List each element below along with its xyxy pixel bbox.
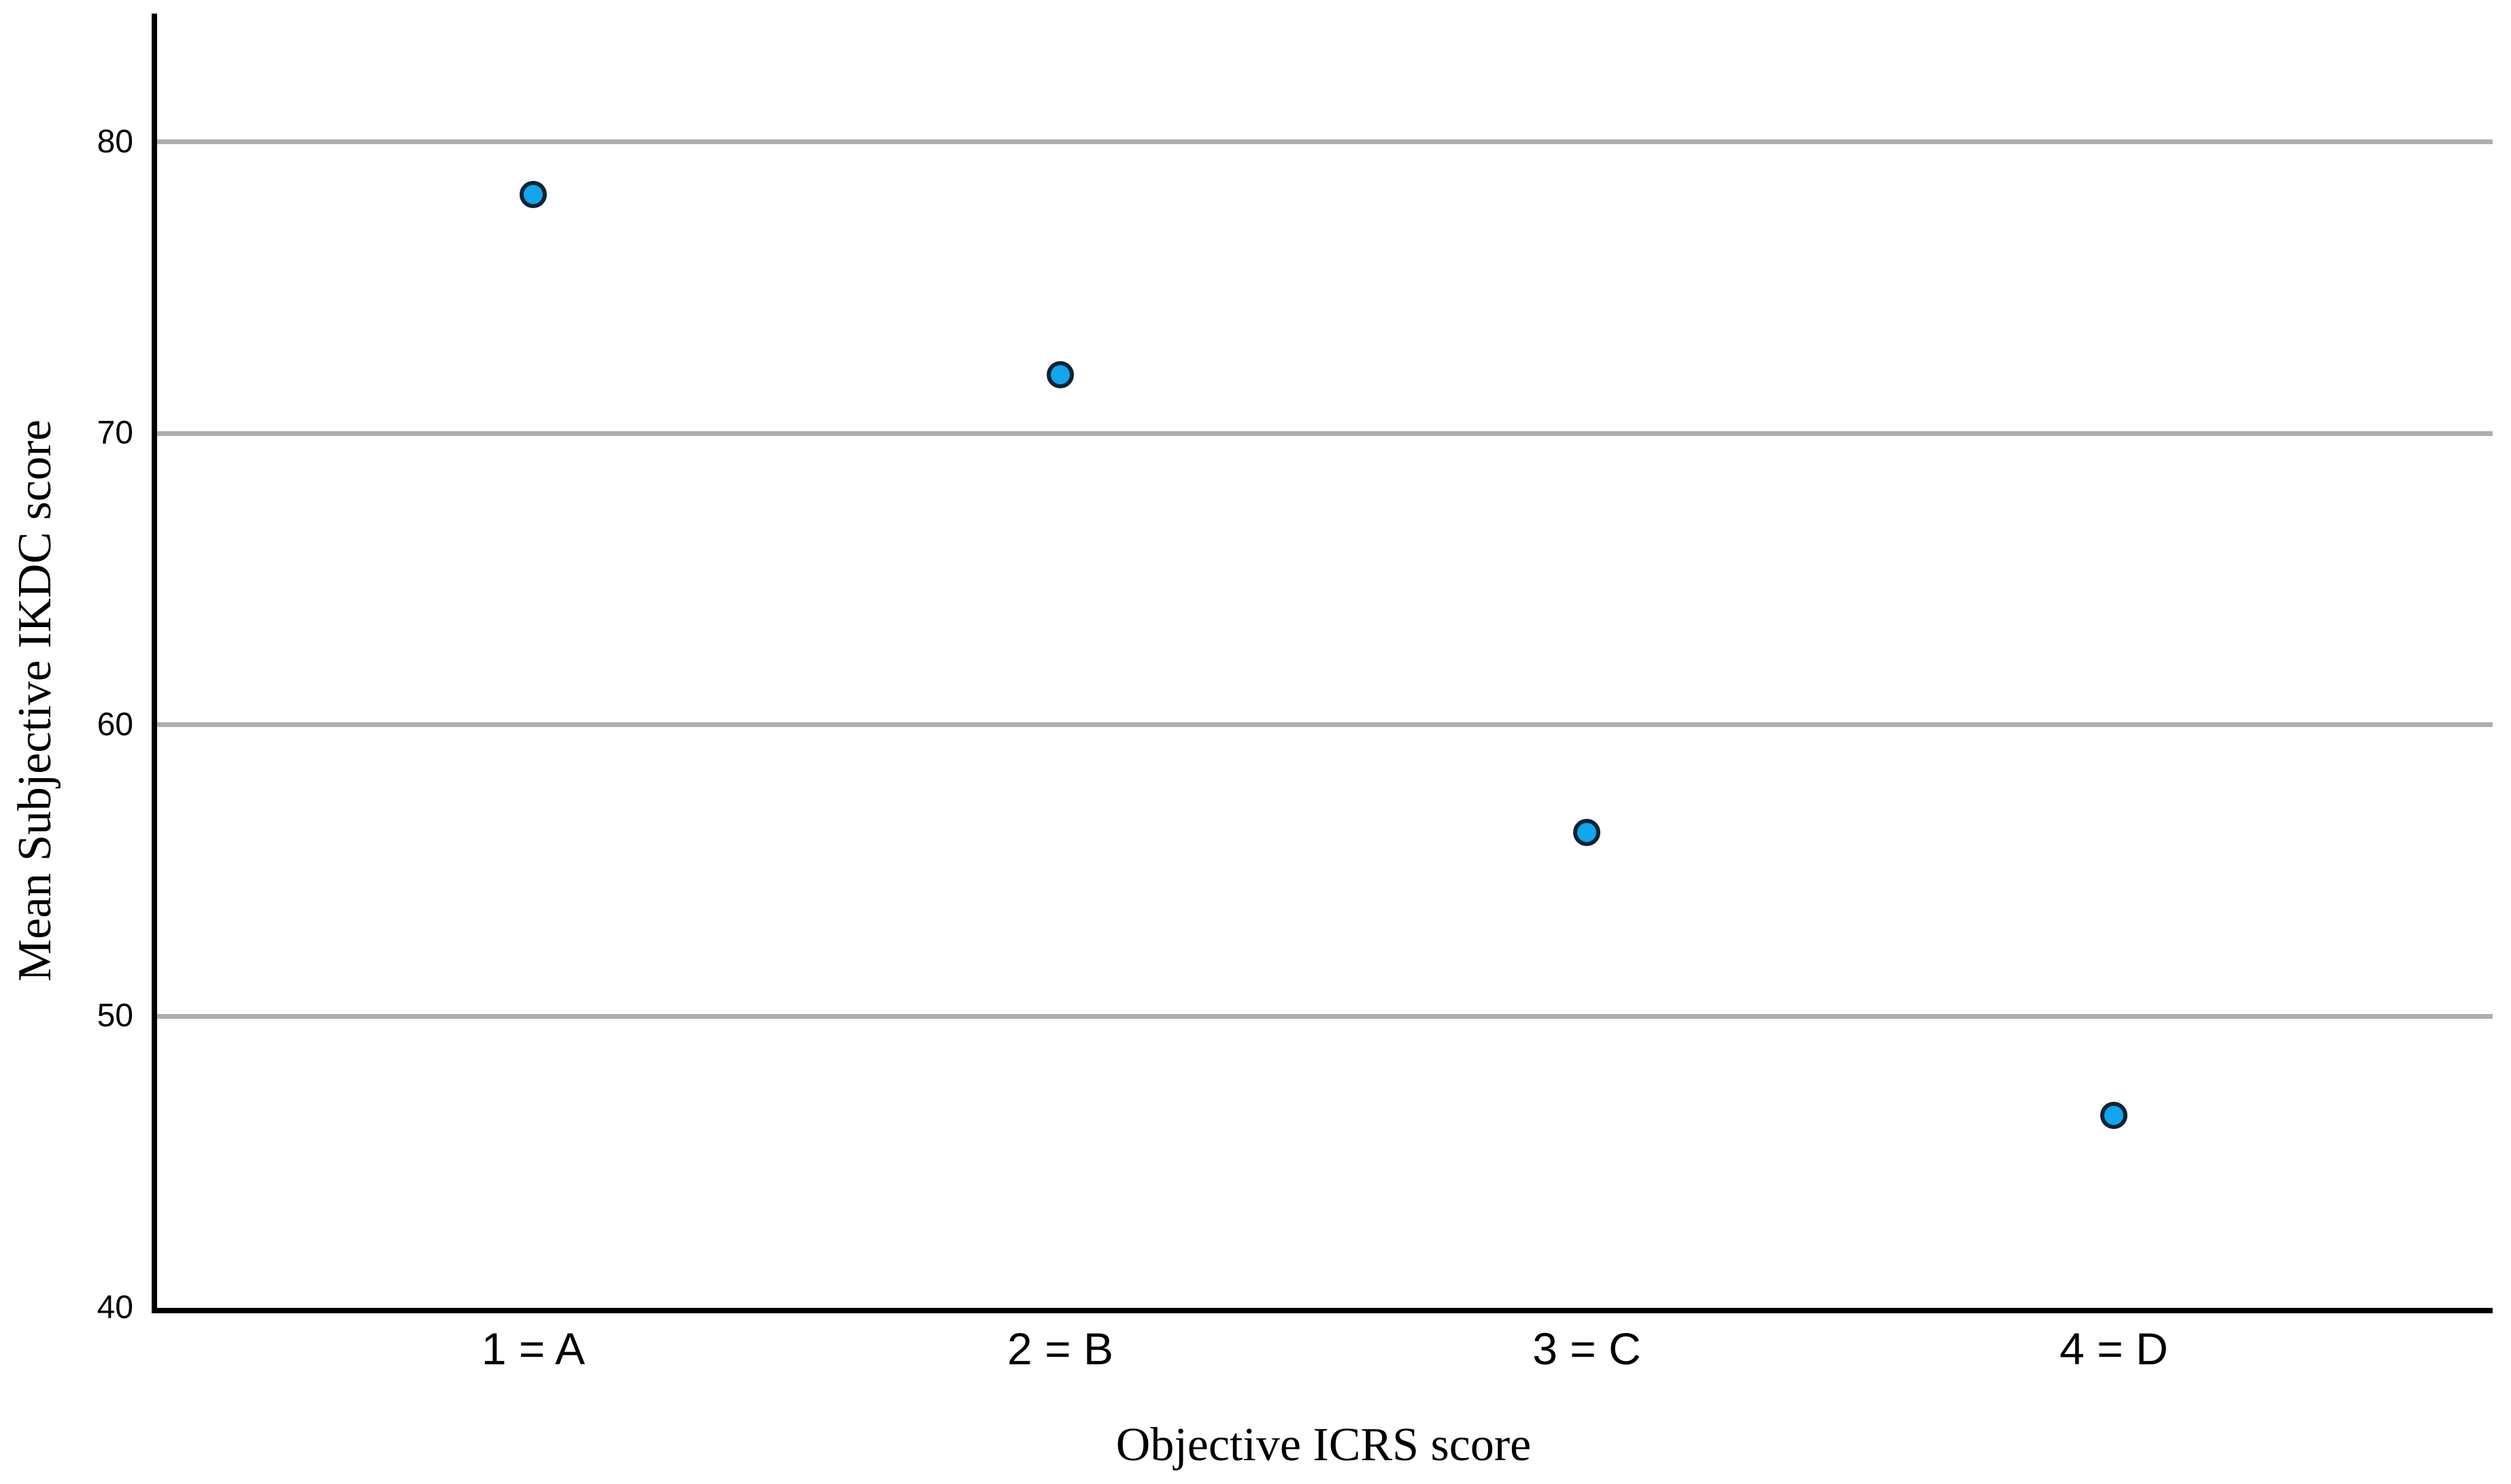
y-tick-label-60: 60	[97, 707, 133, 743]
x-axis-title: Objective ICRS score	[1115, 1419, 1532, 1471]
x-tick-label-3: 3 = C	[1532, 1323, 1641, 1374]
gridline-y-60	[157, 722, 2493, 727]
y-tick-label-40: 40	[97, 1289, 133, 1326]
x-axis-line	[152, 1308, 2493, 1313]
y-axis-title: Mean Subjective IKDC score	[9, 419, 61, 982]
gridline-y-50	[157, 1014, 2493, 1019]
x-tick-label-4: 4 = D	[2059, 1323, 2168, 1374]
y-axis-line	[152, 14, 157, 1313]
data-point-4	[2100, 1102, 2127, 1129]
gridline-y-70	[157, 431, 2493, 436]
y-tick-label-70: 70	[97, 415, 133, 451]
x-tick-label-1: 1 = A	[481, 1323, 586, 1374]
data-point-1	[520, 181, 547, 208]
data-point-3	[1573, 819, 1600, 846]
x-tick-label-2: 2 = B	[1007, 1323, 1113, 1374]
y-tick-label-50: 50	[97, 998, 133, 1034]
y-tick-label-80: 80	[97, 124, 133, 160]
data-point-2	[1047, 361, 1074, 388]
gridline-y-80	[157, 139, 2493, 144]
